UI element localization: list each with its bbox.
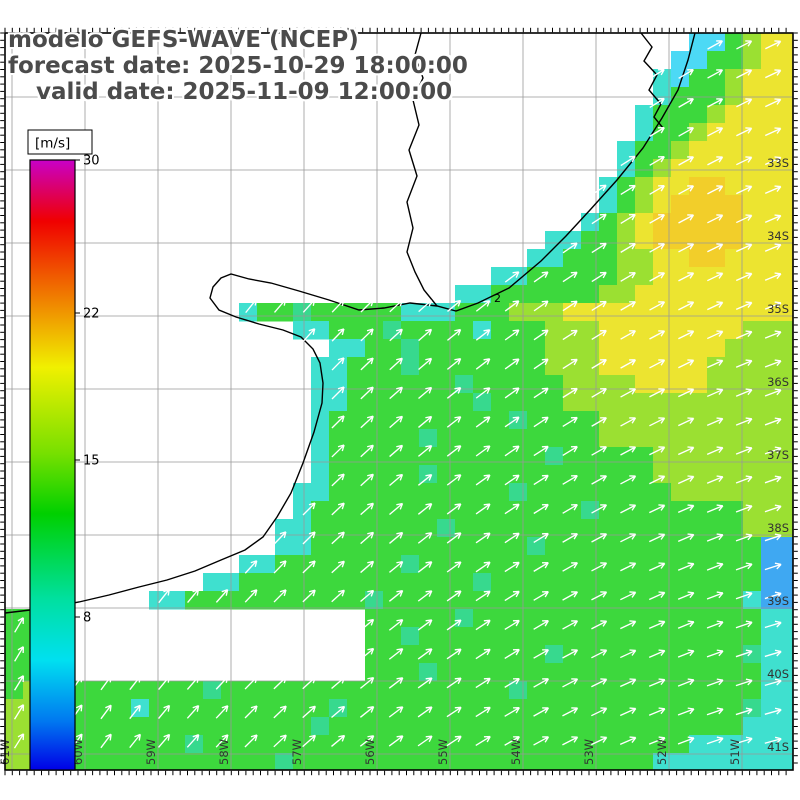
latitude-label: 39S: [767, 594, 789, 608]
valid-date-label: valid date: 2025-11-09 12:00:00: [36, 79, 453, 105]
latitude-label: 36S: [767, 375, 789, 389]
ocean-cells-layer: [5, 33, 793, 770]
longitude-label: 61W: [0, 739, 12, 765]
colorbar: 30 22 15 8 [m/s]: [27, 129, 100, 771]
longitude-label: 51W: [728, 739, 742, 765]
longitude-label: 55W: [436, 739, 450, 765]
latitude-label: 38S: [767, 521, 789, 535]
wind-arrows-layer: [13, 40, 782, 749]
colorbar-tick-label: 30: [83, 154, 100, 169]
longitude-label: 54W: [509, 739, 523, 765]
colorbar-tick-label: 15: [83, 454, 100, 469]
longitude-label: 59W: [144, 739, 158, 765]
latitude-label: 41S: [767, 740, 789, 754]
latitude-label: 33S: [767, 156, 789, 170]
longitude-label: 57W: [290, 739, 304, 765]
frame-ticks: [0, 27, 798, 776]
longitude-label: 56W: [363, 739, 377, 765]
longitude-label: 53W: [582, 739, 596, 765]
model-title: modelo GEFS-WAVE (NCEP): [8, 27, 359, 53]
latitude-label: 37S: [767, 448, 789, 462]
colorbar-unit-label: [m/s]: [35, 136, 70, 152]
colorbar-bar: [29, 159, 76, 771]
longitude-label: 58W: [217, 739, 231, 765]
colorbar-unit-box: [27, 129, 93, 155]
coastline-layer: [5, 33, 696, 614]
forecast-date-label: forecast date: 2025-10-29 18:00:00: [8, 53, 468, 79]
colorbar-tick-label: 22: [83, 307, 100, 322]
map-frame: [4, 32, 794, 771]
colorbar-tick-label: 8: [83, 611, 91, 626]
map-annotation: 2: [494, 292, 501, 305]
latitude-label: 40S: [767, 667, 789, 681]
latitude-label: 34S: [767, 229, 789, 243]
longitude-label: 52W: [655, 739, 669, 765]
latitude-label: 35S: [767, 302, 789, 316]
latitude-labels: 33S 34S 35S 36S 37S 38S 39S 40S 41S: [767, 156, 789, 754]
